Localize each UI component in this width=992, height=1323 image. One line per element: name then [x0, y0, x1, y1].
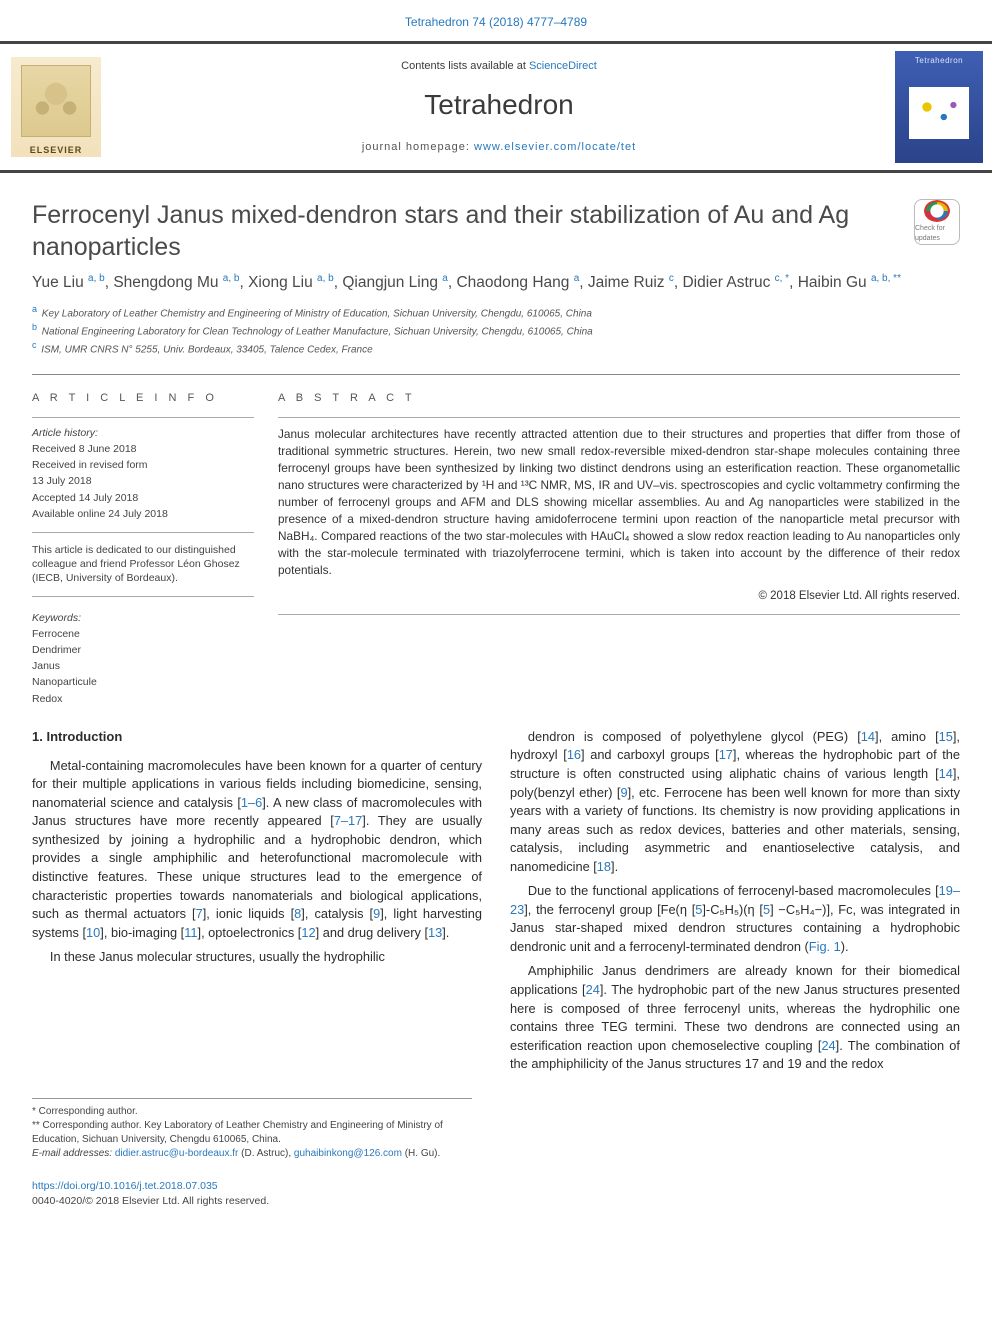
ref-link[interactable]: 16 [567, 747, 581, 762]
keyword: Redox [32, 692, 254, 707]
affiliations-block: a Key Laboratory of Leather Chemistry an… [32, 303, 960, 358]
emails-label: E-mail addresses: [32, 1148, 112, 1159]
history-label: Article history: [32, 426, 254, 441]
homepage-line: journal homepage: www.elsevier.com/locat… [362, 140, 636, 156]
elsevier-logo: ELSEVIER [11, 57, 101, 157]
body-column-left: 1. Introduction Metal-containing macromo… [32, 728, 482, 1080]
keyword: Ferrocene [32, 627, 254, 642]
dedication: This article is dedicated to our disting… [32, 543, 254, 586]
journal-name: Tetrahedron [424, 85, 573, 126]
ref-link[interactable]: 9 [620, 785, 627, 800]
ref-link[interactable]: 1–6 [241, 795, 262, 810]
publisher-logo-label: ELSEVIER [30, 144, 83, 157]
article-info-heading: A R T I C L E I N F O [32, 391, 254, 407]
keyword: Nanoparticule [32, 675, 254, 690]
ref-link[interactable]: 7 [196, 906, 203, 921]
email-link-2[interactable]: guhaibinkong@126.com [294, 1148, 402, 1159]
ref-link[interactable]: 11 [184, 925, 197, 940]
abstract-heading: A B S T R A C T [278, 391, 960, 407]
article-title: Ferrocenyl Janus mixed-dendron stars and… [32, 199, 914, 263]
ref-link[interactable]: 14 [939, 766, 953, 781]
authors-line: Yue Liu a, b, Shengdong Mu a, b, Xiong L… [32, 271, 960, 294]
journal-header-band: ELSEVIER Contents lists available at Sci… [0, 41, 992, 173]
keyword: Dendrimer [32, 643, 254, 658]
keywords-label: Keywords: [32, 611, 254, 626]
homepage-link[interactable]: www.elsevier.com/locate/tet [474, 141, 636, 153]
contents-label: Contents lists available at [401, 60, 529, 72]
history-line: Available online 24 July 2018 [32, 507, 254, 522]
info-subrule3 [32, 596, 254, 597]
history-lines: Received 8 June 2018Received in revised … [32, 442, 254, 522]
keywords-list: FerroceneDendrimerJanusNanoparticule Redo… [32, 627, 254, 707]
article-info-column: A R T I C L E I N F O Article history: R… [32, 391, 254, 708]
ref-link[interactable]: 24 [586, 982, 600, 997]
body-paragraph: Metal-containing macromolecules have bee… [32, 757, 482, 942]
doi-link[interactable]: https://doi.org/10.1016/j.tet.2018.07.03… [32, 1180, 218, 1192]
abstract-body: Janus molecular architectures have recen… [278, 426, 960, 580]
crossmark-label: Check for updates [915, 224, 959, 244]
history-line: 13 July 2018 [32, 474, 254, 489]
affiliation-line: b National Engineering Laboratory for Cl… [32, 321, 960, 339]
footnotes-block: * Corresponding author. ** Corresponding… [32, 1098, 472, 1161]
body-paragraph: Amphiphilic Janus dendrimers are already… [510, 962, 960, 1073]
body-paragraph: Due to the functional applications of fe… [510, 882, 960, 956]
fig-link[interactable]: Fig. 1 [809, 939, 841, 954]
sciencedirect-link[interactable]: ScienceDirect [529, 60, 597, 72]
abs-subrule [278, 417, 960, 418]
cover-inset-art [909, 87, 969, 139]
ref-link[interactable]: 24 [821, 1038, 835, 1053]
cover-thumbnail-box: Tetrahedron [886, 44, 992, 170]
email-name-1: (D. Astruc), [238, 1148, 294, 1159]
ref-link[interactable]: 14 [861, 729, 875, 744]
affiliation-line: a Key Laboratory of Leather Chemistry an… [32, 303, 960, 321]
keyword: Janus [32, 659, 254, 674]
abstract-column: A B S T R A C T Janus molecular architec… [278, 391, 960, 708]
body-paragraph: dendron is composed of polyethylene glyc… [510, 728, 960, 876]
email-link-1[interactable]: didier.astruc@u-bordeaux.fr [115, 1148, 239, 1159]
info-subrule2 [32, 532, 254, 533]
intro-heading: 1. Introduction [32, 728, 482, 747]
ref-link[interactable]: 15 [939, 729, 953, 744]
ref-link[interactable]: 19–23 [510, 883, 960, 917]
header-center: Contents lists available at ScienceDirec… [112, 44, 886, 170]
emails-line: E-mail addresses: didier.astruc@u-bordea… [32, 1147, 472, 1161]
ref-link[interactable]: 18 [597, 859, 611, 874]
ref-link[interactable]: 8 [294, 906, 301, 921]
ref-link[interactable]: 7–17 [334, 813, 362, 828]
history-line: Received 8 June 2018 [32, 442, 254, 457]
ref-link[interactable]: 10 [86, 925, 100, 940]
crossmark-badge[interactable]: Check for updates [914, 199, 960, 245]
homepage-label: journal homepage: [362, 141, 474, 153]
ref-link[interactable]: 5 [695, 902, 702, 917]
contents-line: Contents lists available at ScienceDirec… [401, 59, 597, 75]
citation-link[interactable]: Tetrahedron 74 (2018) 4777–4789 [405, 15, 587, 29]
corr-author-1: * Corresponding author. [32, 1105, 472, 1119]
ref-link[interactable]: 12 [301, 925, 315, 940]
corr-author-2: ** Corresponding author. Key Laboratory … [32, 1119, 472, 1147]
ref-link[interactable]: 5 [763, 902, 770, 917]
body-column-right: dendron is composed of polyethylene glyc… [510, 728, 960, 1080]
ref-link[interactable]: 9 [373, 906, 380, 921]
ref-link[interactable]: 17 [719, 747, 733, 762]
history-line: Accepted 14 July 2018 [32, 491, 254, 506]
history-line: Received in revised form [32, 458, 254, 473]
rights-line: 0040-4020/© 2018 Elsevier Ltd. All right… [32, 1195, 269, 1207]
crossmark-icon [924, 200, 950, 222]
abs-subrule-bottom [278, 614, 960, 615]
rule-top [32, 374, 960, 375]
page-footer: https://doi.org/10.1016/j.tet.2018.07.03… [32, 1179, 960, 1209]
ref-link[interactable]: 13 [428, 925, 442, 940]
journal-cover-thumbnail: Tetrahedron [895, 51, 983, 163]
body-paragraph: In these Janus molecular structures, usu… [32, 948, 482, 967]
cover-title: Tetrahedron [915, 55, 963, 67]
citation-link-row: Tetrahedron 74 (2018) 4777–4789 [0, 0, 992, 41]
email-name-2: (H. Gu). [402, 1148, 440, 1159]
abstract-copyright: © 2018 Elsevier Ltd. All rights reserved… [278, 588, 960, 605]
publisher-logo-box: ELSEVIER [0, 44, 112, 170]
info-subrule [32, 417, 254, 418]
affiliation-line: c ISM, UMR CNRS N° 5255, Univ. Bordeaux,… [32, 339, 960, 357]
